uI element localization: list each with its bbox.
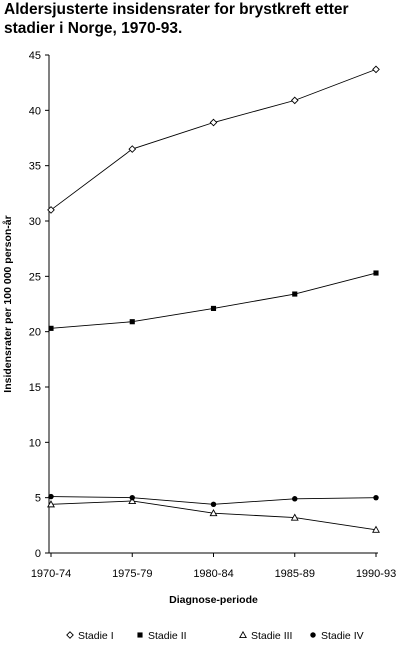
series-stadie-ii — [48, 270, 379, 331]
legend-label: Stadie IV — [321, 630, 364, 642]
data-point-stadie-iii — [372, 525, 380, 533]
axes — [45, 54, 378, 557]
y-tick-label: 5 — [35, 493, 41, 505]
data-point-stadie-ii — [292, 291, 298, 297]
data-point-stadie-iv — [210, 501, 217, 508]
legend-label: Stadie I — [78, 630, 114, 642]
data-point-stadie-i — [128, 145, 137, 153]
data-point-stadie-ii — [48, 325, 54, 331]
x-tick-label: 1970-74 — [31, 568, 71, 580]
y-tick-label: 10 — [29, 437, 41, 449]
data-point-stadie-i — [47, 206, 55, 214]
chart-title: Aldersjusterte insidensrater for brystkr… — [4, 1, 349, 37]
data-point-stadie-iv — [292, 496, 298, 502]
series-stadie-iv — [48, 493, 379, 508]
legend-item-stadie-i: Stadie I — [66, 630, 114, 642]
series-stadie-i — [47, 65, 380, 214]
y-tick-label: 25 — [29, 271, 41, 283]
x-tick-label: 1990-93 — [356, 568, 396, 580]
legend: Stadie I Stadie II Stadie III Stadie IV — [66, 630, 364, 642]
data-point-stadie-iii — [290, 513, 299, 521]
y-tick-label: 40 — [29, 105, 41, 117]
y-tick-label: 30 — [29, 216, 41, 228]
data-point-stadie-iv — [129, 494, 135, 501]
data-series — [47, 65, 380, 533]
legend-item-stadie-ii: Stadie II — [137, 630, 187, 642]
legend-label: Stadie III — [251, 630, 292, 642]
y-tick-label: 45 — [29, 50, 41, 62]
data-point-stadie-ii — [373, 270, 379, 276]
series-line-stadie-ii — [50, 272, 377, 329]
series-stadie-iii — [47, 496, 380, 533]
y-tick-labels: 0 5 10 15 20 25 30 35 40 45 — [29, 50, 41, 560]
data-point-stadie-i — [372, 65, 380, 74]
data-point-stadie-ii — [129, 319, 135, 325]
y-tick-label: 0 — [35, 548, 41, 560]
data-point-stadie-ii — [210, 305, 217, 311]
y-tick-label: 35 — [29, 161, 41, 173]
data-point-stadie-iv — [48, 493, 54, 500]
legend-item-stadie-iv: Stadie IV — [310, 630, 364, 642]
legend-marker-stadie-iii — [239, 630, 247, 639]
data-point-stadie-iv — [373, 494, 379, 501]
x-tick-label: 1985-89 — [275, 568, 315, 580]
x-tick-label: 1980-84 — [193, 568, 233, 580]
y-tick-label: 15 — [29, 382, 41, 394]
data-point-stadie-iii — [47, 500, 55, 508]
x-tick-labels: 1970-74 1975-79 1980-84 1985-89 1990-93 — [31, 568, 396, 580]
series-line-stadie-i — [50, 68, 377, 211]
data-point-stadie-iii — [209, 509, 218, 517]
data-point-stadie-i — [290, 96, 299, 105]
legend-marker-stadie-ii — [137, 632, 143, 638]
legend-item-stadie-iii: Stadie III — [239, 630, 292, 642]
legend-marker-stadie-i — [66, 631, 74, 639]
y-axis-title: Insidensrater per 100 000 person-år — [2, 215, 14, 392]
y-tick-label: 20 — [29, 327, 41, 339]
x-tick-label: 1975-79 — [112, 568, 152, 580]
x-axis-title: Diagnose-periode — [169, 594, 258, 606]
legend-marker-stadie-iv — [310, 632, 316, 638]
data-point-stadie-i — [209, 118, 218, 127]
data-point-stadie-iii — [128, 496, 137, 504]
legend-label: Stadie II — [148, 630, 187, 642]
